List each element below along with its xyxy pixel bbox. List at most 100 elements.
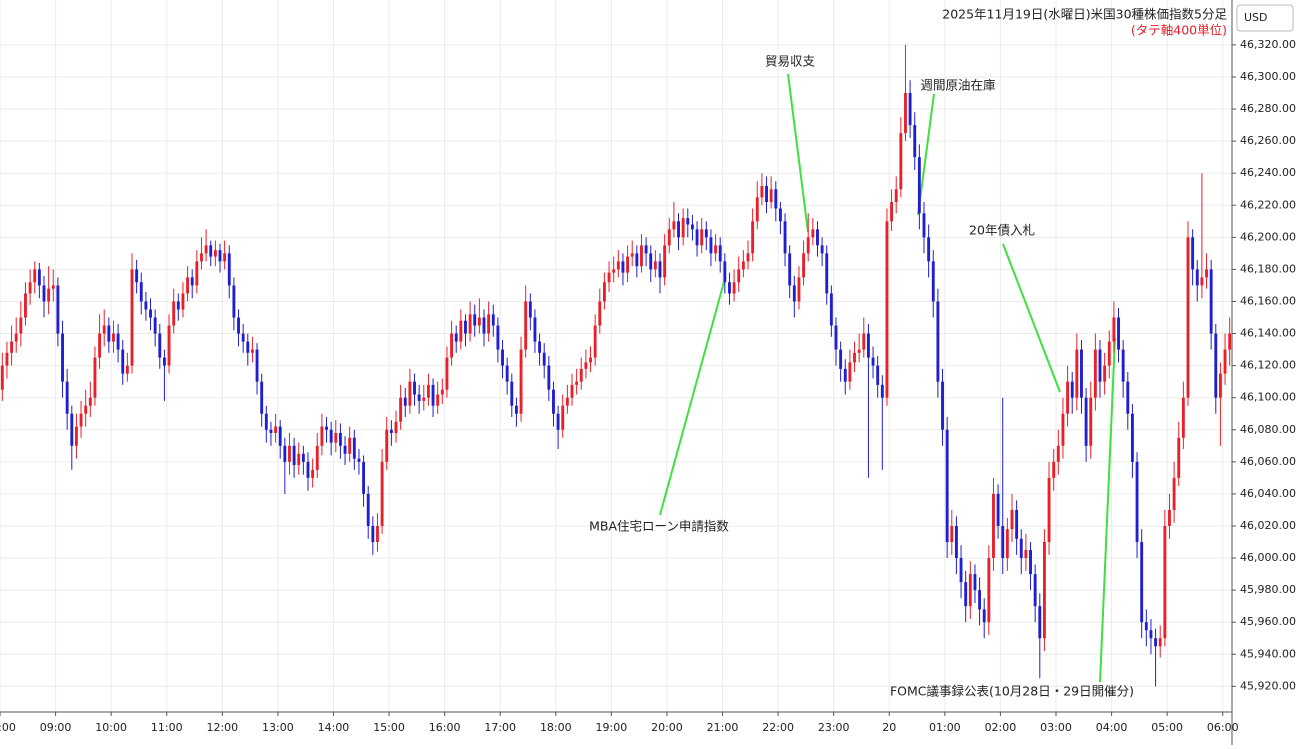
- candle-body: [218, 250, 222, 262]
- candle-body: [338, 432, 342, 446]
- candle-body: [927, 237, 931, 262]
- candle-body: [663, 245, 667, 278]
- candle-body: [255, 349, 259, 382]
- candle-body: [464, 320, 467, 334]
- y-tick-label: 46,040.00: [1240, 487, 1296, 500]
- currency-box[interactable]: [1236, 4, 1294, 32]
- candle-body: [1033, 574, 1037, 607]
- candle-body: [704, 229, 708, 238]
- candle-body: [552, 389, 555, 414]
- candle-body: [306, 461, 310, 478]
- candle-body: [936, 301, 940, 382]
- candle-body: [621, 261, 625, 273]
- candle-body: [250, 349, 254, 353]
- y-tick-label: 46,320.00: [1240, 38, 1296, 51]
- candle-body: [802, 253, 806, 278]
- candle-body: [843, 368, 847, 382]
- candle-body: [246, 341, 250, 353]
- candle-body: [996, 493, 1000, 526]
- y-tick-label: 46,280.00: [1240, 102, 1296, 115]
- candle-body: [1172, 477, 1176, 510]
- candle-body: [28, 282, 32, 294]
- x-tick-label: 21:00: [707, 721, 739, 734]
- candle-body: [130, 269, 134, 366]
- candle-body: [42, 285, 46, 302]
- candle-body: [454, 333, 458, 342]
- candle-body: [288, 445, 291, 462]
- candle-body: [672, 221, 676, 230]
- candle-body: [445, 357, 449, 390]
- candle-body: [834, 325, 838, 350]
- candle-body: [866, 333, 870, 358]
- candle-body: [1080, 349, 1083, 398]
- y-tick-label: 46,160.00: [1240, 294, 1296, 307]
- candle-body: [825, 253, 829, 294]
- candle-body: [1126, 381, 1130, 414]
- candle-body: [714, 245, 718, 254]
- candle-body: [1089, 397, 1093, 446]
- candle-body: [811, 229, 815, 238]
- candle-body: [941, 381, 944, 430]
- candle-body: [723, 261, 727, 283]
- candle-body: [1130, 413, 1134, 462]
- candle-body: [584, 362, 588, 369]
- candle-body: [1010, 509, 1014, 530]
- candle-body: [47, 288, 51, 302]
- candle-body: [607, 272, 611, 283]
- x-tick-label: 23:00: [818, 721, 850, 734]
- candle-body: [61, 333, 64, 382]
- candle-body: [792, 285, 796, 302]
- candle-body: [144, 301, 148, 310]
- candle-body: [1015, 509, 1019, 539]
- candle-body: [436, 394, 440, 406]
- candle-body: [195, 261, 199, 286]
- candle-body: [1038, 606, 1042, 639]
- candle-body: [1061, 413, 1065, 446]
- x-tick-label: 15:00: [373, 721, 405, 734]
- x-tick-label: 13:00: [262, 721, 294, 734]
- candle-body: [1218, 373, 1222, 398]
- candle-body: [565, 397, 569, 406]
- candle-body: [278, 426, 282, 446]
- y-tick-label: 45,920.00: [1240, 679, 1296, 692]
- candle-body: [695, 229, 699, 246]
- candle-body: [1121, 349, 1125, 382]
- candle-body: [593, 325, 597, 358]
- candle-body: [737, 269, 741, 283]
- candle-body: [98, 333, 102, 358]
- candle-body: [774, 189, 778, 209]
- candle-body: [172, 301, 176, 326]
- candle-body: [213, 250, 217, 257]
- candle-body: [681, 218, 685, 238]
- candle-body: [533, 317, 537, 342]
- candle-body: [209, 245, 213, 257]
- candle-body: [1005, 529, 1009, 559]
- x-tick-label: 02:00: [985, 721, 1017, 734]
- candle-body: [575, 381, 579, 385]
- candle-body: [626, 256, 630, 273]
- candle-body: [931, 261, 935, 302]
- x-tick-label: 10:00: [95, 721, 127, 734]
- candle-body: [589, 357, 592, 363]
- candle-body: [778, 208, 782, 222]
- candle-body: [1186, 237, 1190, 398]
- candle-body: [1158, 638, 1162, 647]
- candle-body: [1228, 333, 1232, 350]
- candle-body: [167, 325, 171, 366]
- candle-body: [334, 432, 338, 443]
- candle-body: [783, 221, 787, 254]
- candle-body: [1029, 550, 1032, 575]
- candle-body: [1075, 349, 1079, 398]
- candle-body: [880, 384, 884, 398]
- candles: [0, 44, 1232, 687]
- candle-body: [241, 333, 245, 342]
- x-tick-label: 17:00: [484, 721, 516, 734]
- labels: 45,920.00 45,940.00 45,960.00 45,980.00 46,0…: [0, 38, 1296, 734]
- annotation-line: [659, 281, 725, 516]
- candle-body: [547, 365, 551, 390]
- annotation: MBA住宅ローン申請指数: [589, 519, 729, 534]
- candle-body: [904, 93, 907, 134]
- x-tick-label: 16:00: [429, 721, 461, 734]
